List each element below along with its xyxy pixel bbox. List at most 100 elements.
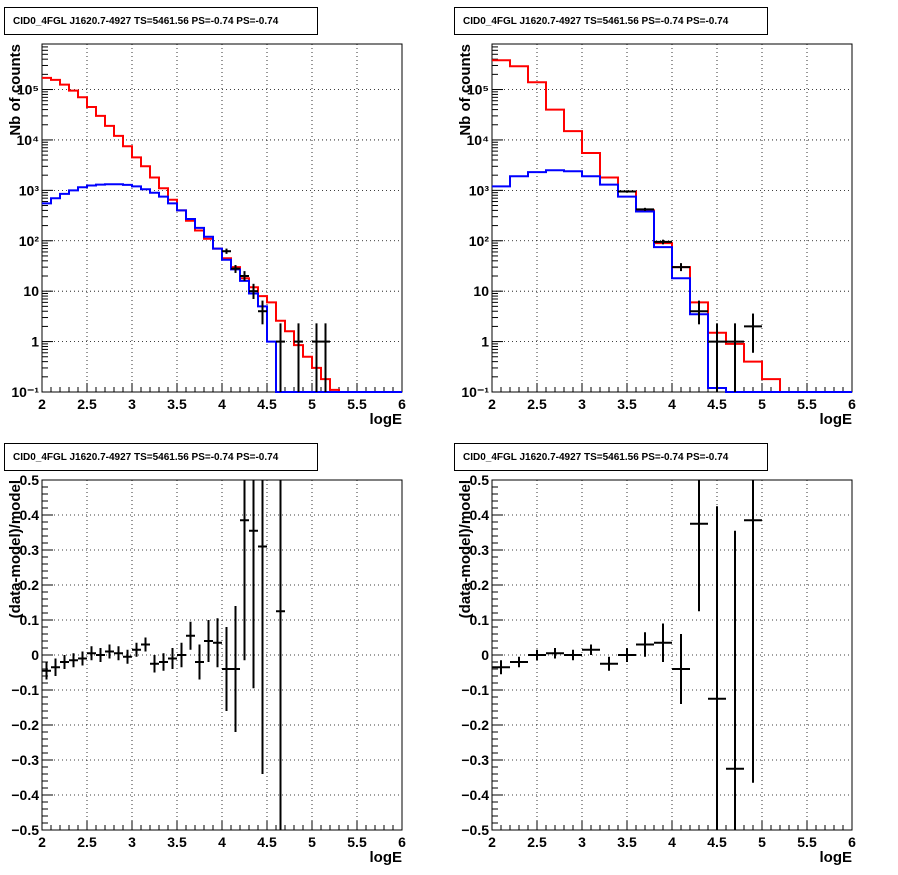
x-tick-label: 5	[308, 834, 316, 850]
data-point	[240, 480, 249, 661]
x-axis-label: logE	[370, 411, 403, 428]
x-tick-label: 5.5	[347, 396, 367, 412]
data-point	[69, 653, 78, 668]
x-tick-label: 4.5	[707, 396, 727, 412]
y-tick-label: −0.2	[461, 717, 489, 733]
x-tick-label: 2	[38, 396, 46, 412]
x-tick-label: 2.5	[77, 396, 97, 412]
y-tick-label: 0.3	[470, 542, 490, 558]
data-point	[87, 646, 96, 661]
y-tick-label: 1	[481, 334, 489, 350]
data-point	[294, 323, 303, 392]
chart-title: CID0_4FGL J1620.7-4927 TS=5461.56 PS=-0.…	[463, 16, 729, 27]
data-point	[150, 655, 159, 673]
data-point	[636, 207, 654, 211]
y-tick-label: 0.1	[470, 612, 490, 628]
data-point	[177, 642, 186, 668]
y-tick-label: −0.3	[11, 752, 39, 768]
x-tick-label: 5	[758, 396, 766, 412]
y-tick-label: −0.1	[11, 682, 39, 698]
title-box	[4, 7, 318, 35]
y-tick-label: 10	[23, 283, 39, 299]
data-point	[726, 323, 744, 392]
y-tick-label: 0.5	[470, 472, 490, 488]
x-tick-label: 2	[38, 834, 46, 850]
x-tick-label: 4.5	[257, 834, 277, 850]
x-tick-label: 3.5	[167, 396, 187, 412]
y-axis-label: (data-model)/model	[7, 480, 24, 618]
data-point	[321, 323, 330, 392]
data-point	[690, 300, 708, 325]
data-point	[564, 649, 582, 661]
x-tick-label: 5	[758, 834, 766, 850]
x-axis-label: logE	[370, 849, 403, 866]
x-tick-label: 2	[488, 396, 496, 412]
data-point	[636, 632, 654, 657]
title-box	[454, 7, 768, 35]
data-point	[114, 646, 123, 661]
data-point	[222, 248, 231, 254]
y-tick-label: −0.4	[11, 787, 39, 803]
chart-title: CID0_4FGL J1620.7-4927 TS=5461.56 PS=-0.…	[13, 16, 279, 27]
chart-title: CID0_4FGL J1620.7-4927 TS=5461.56 PS=-0.…	[13, 452, 279, 463]
data-point	[312, 323, 321, 392]
data-point	[672, 634, 690, 704]
y-tick-label: 0.3	[20, 542, 40, 558]
data-point	[258, 300, 267, 325]
y-tick-label: −0.1	[461, 682, 489, 698]
data-point	[654, 239, 672, 245]
chart-panel-2: CID0_4FGL J1620.7-4927 TS=5461.56 PS=-0.…	[454, 7, 856, 428]
x-tick-label: 2	[488, 834, 496, 850]
data-point	[51, 658, 60, 676]
y-tick-label: 0.2	[20, 577, 40, 593]
y-tick-label: 0	[31, 647, 39, 663]
data-point	[96, 648, 105, 662]
data-point	[78, 651, 87, 666]
data-point	[528, 649, 546, 661]
x-tick-label: 2.5	[77, 834, 97, 850]
x-axis-label: logE	[820, 849, 853, 866]
x-tick-label: 6	[398, 396, 406, 412]
histogram-series-1	[492, 59, 852, 393]
x-tick-label: 6	[848, 396, 856, 412]
data-point	[708, 506, 726, 830]
data-point	[672, 263, 690, 272]
x-tick-label: 5.5	[797, 834, 817, 850]
y-tick-label: 0.5	[20, 472, 40, 488]
data-point	[546, 648, 564, 659]
data-point	[618, 190, 636, 193]
x-axis-label: logE	[820, 411, 853, 428]
title-box	[454, 443, 768, 471]
data-point	[231, 606, 240, 732]
data-point	[258, 480, 267, 774]
y-axis-label: Nb of counts	[457, 44, 474, 136]
y-tick-label: 10	[473, 283, 489, 299]
data-point	[186, 621, 195, 650]
y-tick-label: 10³	[19, 182, 40, 198]
x-tick-label: 6	[398, 834, 406, 850]
histogram-series-1	[42, 76, 402, 393]
x-tick-label: 3	[128, 834, 136, 850]
y-tick-label: −0.5	[11, 822, 39, 838]
y-tick-label: 1	[31, 334, 39, 350]
chart-panel-4: CID0_4FGL J1620.7-4927 TS=5461.56 PS=-0.…	[454, 443, 856, 866]
data-point	[60, 655, 69, 669]
histogram-series-2	[492, 169, 852, 393]
data-point	[249, 283, 258, 299]
data-point	[159, 653, 168, 671]
data-point	[654, 623, 672, 662]
y-tick-label: 0.4	[470, 507, 490, 523]
data-point	[42, 662, 51, 680]
y-tick-label: 10⁵	[17, 82, 39, 98]
y-tick-label: −0.3	[461, 752, 489, 768]
x-tick-label: 4	[218, 396, 226, 412]
data-point	[618, 648, 636, 662]
x-tick-label: 5	[308, 396, 316, 412]
y-tick-label: −0.2	[11, 717, 39, 733]
data-point	[105, 644, 114, 659]
x-tick-label: 4	[668, 396, 676, 412]
data-point	[600, 656, 618, 671]
data-point	[132, 642, 141, 657]
y-tick-label: 10⁻¹	[11, 384, 39, 400]
data-point	[204, 620, 213, 662]
